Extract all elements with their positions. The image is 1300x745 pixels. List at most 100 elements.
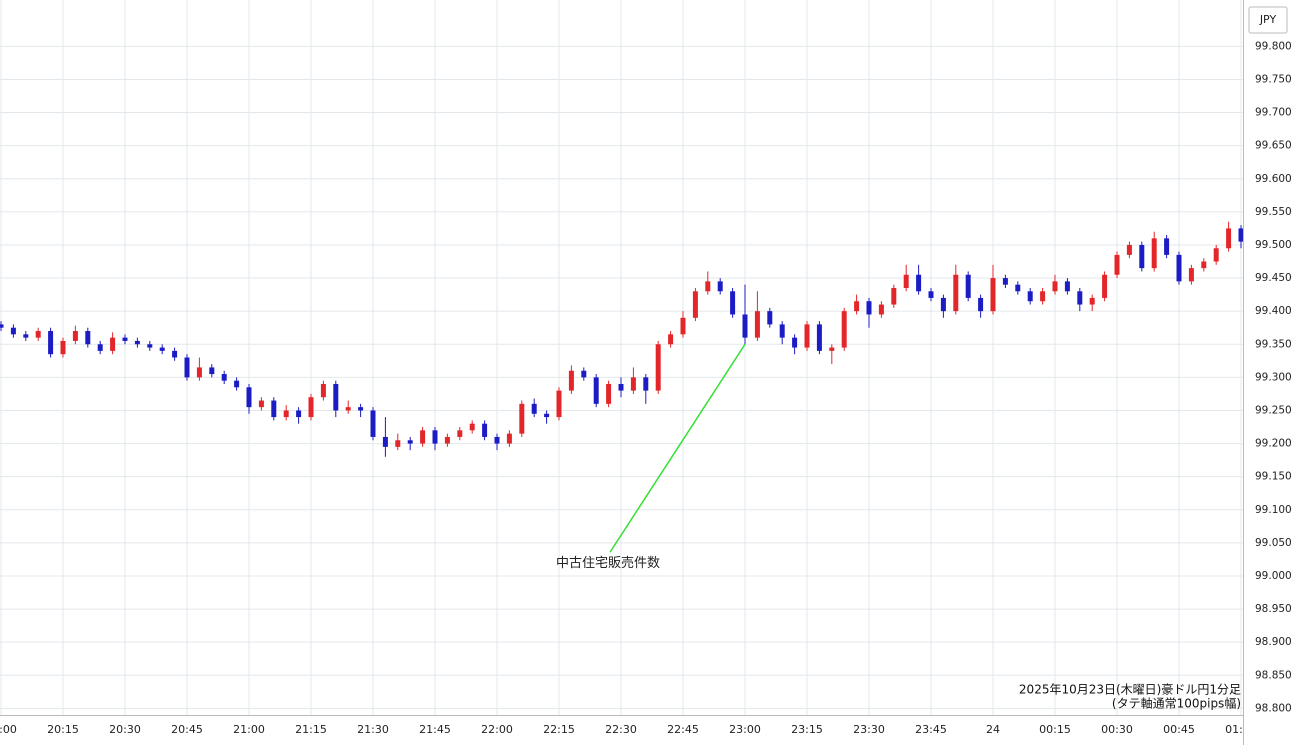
candle-body xyxy=(296,410,302,418)
candle-body xyxy=(878,304,884,315)
candle-body xyxy=(618,383,624,391)
x-tick-label: 21:00 xyxy=(233,723,265,736)
x-tick-label: 22:15 xyxy=(543,723,575,736)
candle-body xyxy=(730,291,736,315)
candle-body xyxy=(345,407,351,411)
x-tick-label: 20:15 xyxy=(47,723,79,736)
candle-body xyxy=(1188,268,1194,282)
candle-body xyxy=(767,311,773,325)
y-tick-label: 99.750 xyxy=(1255,73,1292,85)
candle-body xyxy=(1238,228,1243,242)
candle-body xyxy=(48,331,54,355)
candle-body xyxy=(1040,291,1046,302)
x-tick-label: 21:30 xyxy=(357,723,389,736)
candle-body xyxy=(903,274,909,288)
candle-body xyxy=(308,397,314,418)
candle-body xyxy=(606,383,612,404)
candle-body xyxy=(382,436,388,447)
candle-body xyxy=(816,324,822,351)
candle-body xyxy=(692,291,698,318)
y-tick-label: 99.000 xyxy=(1255,570,1292,582)
candle-body xyxy=(358,407,364,411)
candle-body xyxy=(978,297,984,312)
candle-body xyxy=(457,430,463,437)
candle-body xyxy=(581,370,587,378)
y-tick-label: 98.950 xyxy=(1255,603,1292,615)
y-tick-label: 99.600 xyxy=(1255,173,1292,185)
candle-body xyxy=(866,301,872,315)
x-tick-label: 22:30 xyxy=(605,723,637,736)
candle-body xyxy=(246,387,252,408)
candle-body xyxy=(482,423,488,437)
x-tick-label: 24 xyxy=(986,723,1000,736)
candle-body xyxy=(10,327,16,335)
candle-body xyxy=(1002,278,1008,285)
x-tick-label: 20:45 xyxy=(171,723,203,736)
candle-body xyxy=(172,350,178,358)
candle-body xyxy=(506,433,512,444)
annotation-text: 中古住宅販売件数 xyxy=(556,555,660,571)
candle-body xyxy=(1077,291,1083,305)
footnote: 2025年10月23日(木曜日)豪ドル円1分足 xyxy=(1019,682,1241,697)
candle-body xyxy=(209,367,215,375)
x-tick-label: 00:30 xyxy=(1101,723,1133,736)
x-tick-label: 00:15 xyxy=(1039,723,1071,736)
candle-body xyxy=(928,291,934,298)
candle-body xyxy=(1052,281,1058,292)
candle-body xyxy=(1126,244,1132,255)
candle-body xyxy=(655,344,661,391)
candle-body xyxy=(72,331,78,341)
candle-body xyxy=(0,324,4,328)
y-tick-label: 99.350 xyxy=(1255,338,1292,350)
y-tick-label: 99.100 xyxy=(1255,504,1292,516)
candle-body xyxy=(234,380,240,388)
candle-body xyxy=(891,287,897,305)
candle-body xyxy=(1027,291,1033,302)
candle-body xyxy=(184,357,190,378)
x-tick-label: 22:45 xyxy=(667,723,699,736)
y-tick-label: 99.450 xyxy=(1255,272,1292,284)
candle-body xyxy=(1176,254,1182,282)
candle-body xyxy=(159,347,165,351)
candle-body xyxy=(854,301,860,312)
candle-body xyxy=(370,410,376,437)
candle-body xyxy=(1114,254,1120,275)
candle-body xyxy=(990,278,996,312)
x-tick-label: 00:45 xyxy=(1163,723,1195,736)
candle-body xyxy=(333,383,339,411)
candle-body xyxy=(1201,261,1207,269)
y-tick-label: 99.200 xyxy=(1255,438,1292,450)
x-tick-label: 23:45 xyxy=(915,723,947,736)
candle-body xyxy=(804,324,810,348)
candle-body xyxy=(556,390,562,418)
candle-body xyxy=(97,344,103,351)
candle-body xyxy=(792,337,798,348)
candle-body xyxy=(407,440,413,444)
candle-body xyxy=(196,367,202,378)
x-tick-label: 20:00 xyxy=(0,723,17,736)
candle-body xyxy=(494,436,500,444)
candle-body xyxy=(705,281,711,292)
x-tick-label: 23:15 xyxy=(791,723,823,736)
y-tick-label: 99.400 xyxy=(1255,305,1292,317)
candle-body xyxy=(717,281,723,292)
candle-body xyxy=(258,400,264,408)
y-tick-label: 99.250 xyxy=(1255,404,1292,416)
candle-body xyxy=(965,274,971,298)
candle-body xyxy=(940,297,946,312)
candle-body xyxy=(754,311,760,338)
candle-body xyxy=(630,377,636,391)
candle-body xyxy=(1064,281,1070,292)
candle-body xyxy=(779,324,785,338)
candle-body xyxy=(568,370,574,391)
candle-body xyxy=(469,423,475,431)
y-tick-label: 98.800 xyxy=(1255,702,1292,714)
candle-body xyxy=(60,340,66,355)
candle-body xyxy=(85,331,91,345)
y-tick-label: 99.500 xyxy=(1255,239,1292,251)
y-tick-label: 99.550 xyxy=(1255,206,1292,218)
x-tick-label: 23:30 xyxy=(853,723,885,736)
candle-body xyxy=(742,314,748,338)
y-tick-label: 99.800 xyxy=(1255,40,1292,52)
candle-body xyxy=(531,403,537,414)
